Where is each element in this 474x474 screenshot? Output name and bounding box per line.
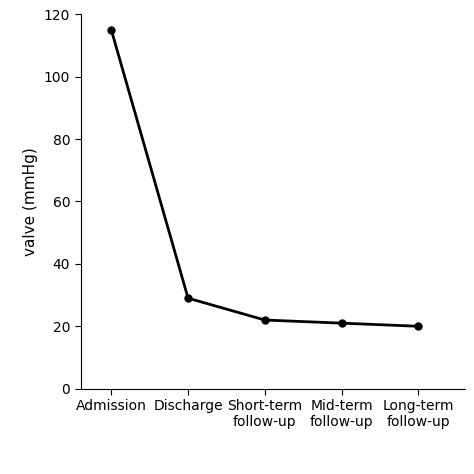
Y-axis label: valve (mmHg): valve (mmHg) (23, 147, 38, 256)
